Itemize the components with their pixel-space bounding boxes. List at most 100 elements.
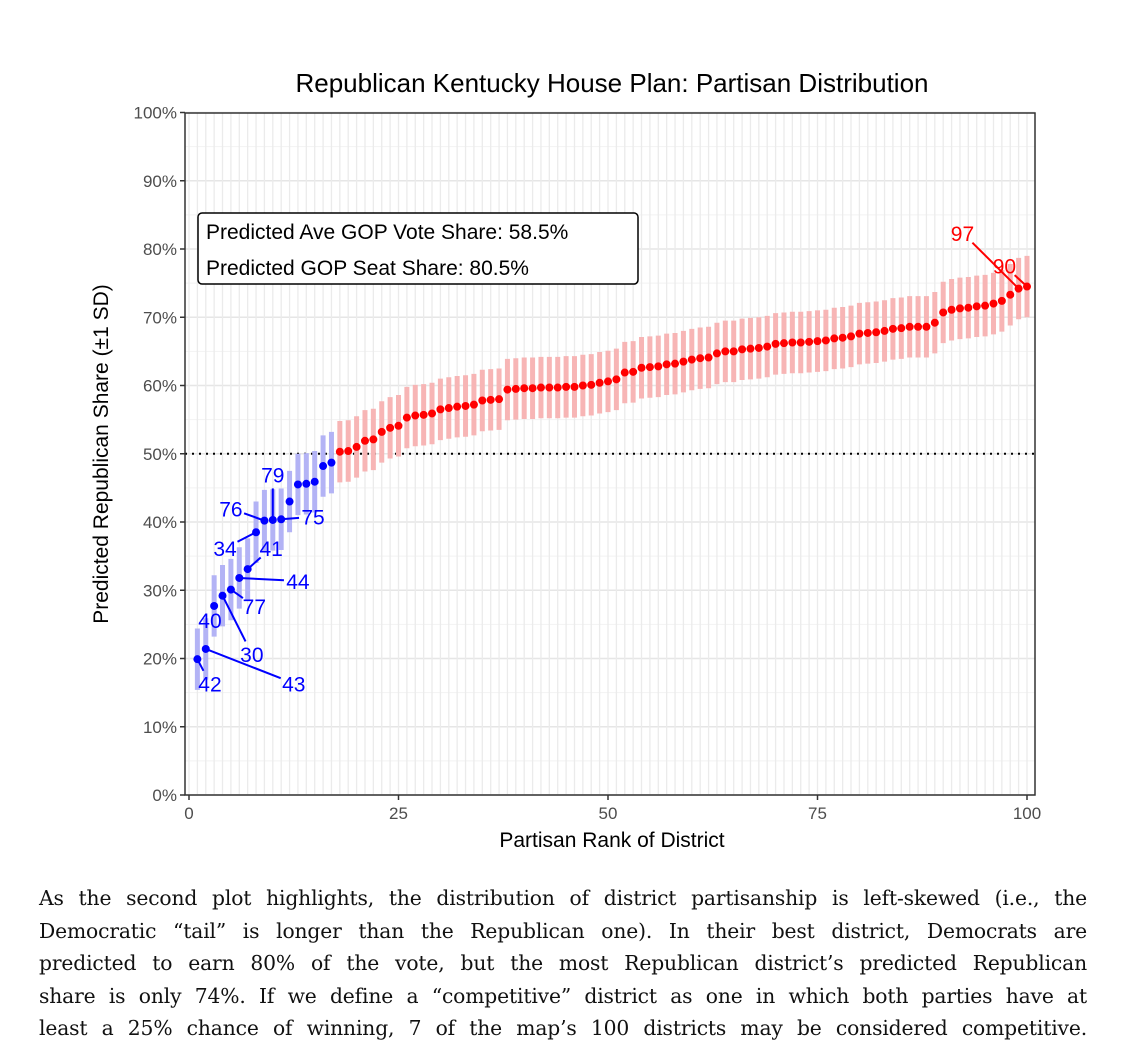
rep-district-point bbox=[411, 411, 420, 420]
rep-district-point bbox=[872, 328, 881, 337]
rep-district-point bbox=[360, 436, 369, 445]
rep-district-point bbox=[687, 355, 696, 364]
rep-district-point bbox=[821, 336, 830, 345]
rep-district-point bbox=[637, 363, 646, 372]
annotation-leader-line bbox=[1013, 274, 1028, 288]
rep-district-point bbox=[629, 367, 638, 376]
district-label: 79 bbox=[261, 464, 284, 487]
rep-district-point bbox=[335, 447, 344, 456]
rep-district-point bbox=[805, 337, 814, 346]
rep-district-point bbox=[704, 353, 713, 362]
rep-district-point bbox=[989, 299, 998, 308]
annotation-leader-line bbox=[237, 531, 257, 543]
rep-district-point bbox=[461, 401, 470, 410]
body-paragraph: As the second plot highlights, the distr… bbox=[39, 882, 1087, 1045]
district-label: 30 bbox=[240, 644, 263, 667]
rep-district-point bbox=[553, 383, 562, 392]
rep-district-point bbox=[947, 305, 956, 314]
rep-district-point bbox=[595, 378, 604, 387]
district-label: 75 bbox=[301, 507, 324, 530]
rep-district-point bbox=[788, 338, 797, 347]
rep-district-point bbox=[402, 413, 411, 422]
rep-district-point bbox=[930, 318, 939, 327]
rep-district-point bbox=[444, 404, 453, 413]
rep-district-point bbox=[394, 421, 403, 430]
x-tick-label: 100 bbox=[1013, 804, 1041, 823]
district-label: 43 bbox=[282, 673, 305, 696]
y-tick-label: 50% bbox=[143, 445, 177, 464]
rep-district-point bbox=[813, 337, 822, 346]
x-tick-label: 0 bbox=[184, 804, 193, 823]
dem-district-point bbox=[319, 462, 328, 471]
rep-district-point bbox=[662, 360, 671, 369]
rep-district-point bbox=[545, 383, 554, 392]
district-label: 77 bbox=[243, 596, 266, 619]
rep-district-point bbox=[453, 402, 462, 411]
district-label: 40 bbox=[198, 610, 221, 633]
rep-district-point bbox=[955, 304, 964, 313]
rep-district-point bbox=[771, 339, 780, 348]
y-tick-label: 0% bbox=[152, 786, 177, 805]
district-label: 44 bbox=[286, 571, 310, 594]
y-tick-label: 30% bbox=[143, 581, 177, 600]
district-label: 41 bbox=[259, 538, 282, 561]
rep-district-point bbox=[914, 322, 923, 331]
rep-district-point bbox=[671, 359, 680, 368]
rep-district-point bbox=[520, 384, 529, 393]
annotation-leader-line bbox=[971, 241, 1020, 290]
rep-district-point bbox=[964, 303, 973, 312]
x-axis-label: Partisan Rank of District bbox=[499, 829, 724, 852]
rep-district-point bbox=[654, 362, 663, 371]
rep-district-point bbox=[754, 343, 763, 352]
rep-district-point bbox=[972, 302, 981, 311]
x-tick-label: 25 bbox=[389, 804, 408, 823]
rep-district-point bbox=[344, 447, 353, 456]
y-axis-label: Predicted Republican Share (±1 SD) bbox=[90, 284, 113, 624]
summary-box-frame bbox=[197, 212, 639, 285]
y-tick-label: 100% bbox=[134, 104, 177, 123]
rep-district-point bbox=[729, 347, 738, 356]
rep-district-point bbox=[897, 324, 906, 333]
rep-district-point bbox=[645, 363, 654, 372]
rep-district-point bbox=[604, 377, 612, 386]
rep-district-point bbox=[763, 342, 772, 351]
data-points bbox=[193, 282, 1031, 664]
rep-district-point bbox=[570, 382, 579, 391]
y-tick-label: 90% bbox=[143, 172, 177, 191]
rep-district-point bbox=[503, 385, 512, 394]
district-label: 76 bbox=[219, 499, 242, 522]
rep-district-point bbox=[478, 396, 487, 405]
chart-title: Republican Kentucky House Plan: Partisan… bbox=[295, 68, 928, 98]
rep-district-point bbox=[620, 368, 629, 377]
annotation-leader-line bbox=[243, 512, 265, 522]
annotation-leader-line bbox=[196, 658, 205, 672]
rep-district-point bbox=[880, 326, 889, 335]
rep-district-point bbox=[847, 332, 856, 341]
district-label: 42 bbox=[198, 673, 221, 696]
y-tick-label: 60% bbox=[143, 377, 177, 396]
paragraph-line: As the second plot highlights, the distr… bbox=[39, 886, 1087, 910]
rep-district-point bbox=[779, 339, 788, 348]
district-label: 34 bbox=[213, 538, 237, 561]
paragraph-line: predicted to earn 80% of the vote, but t… bbox=[39, 951, 1087, 975]
rep-district-point bbox=[369, 435, 378, 444]
rep-district-point bbox=[905, 322, 914, 331]
rep-district-point bbox=[528, 384, 537, 393]
rep-district-point bbox=[511, 384, 520, 393]
rep-district-point bbox=[888, 324, 897, 333]
annotation-leader-line bbox=[221, 595, 247, 642]
rep-district-point bbox=[352, 442, 361, 451]
rep-district-point bbox=[377, 427, 386, 436]
rep-district-point bbox=[495, 395, 504, 404]
rep-district-point bbox=[796, 338, 805, 347]
rep-district-point bbox=[428, 409, 437, 418]
y-tick-label: 70% bbox=[143, 308, 177, 327]
annotation-leader-line bbox=[281, 516, 300, 521]
rep-district-point bbox=[679, 357, 688, 366]
rep-district-point bbox=[838, 333, 847, 342]
rep-district-point bbox=[587, 380, 596, 389]
error-bars bbox=[194, 255, 1030, 690]
rep-district-point bbox=[939, 308, 948, 317]
rep-district-point bbox=[469, 400, 478, 409]
